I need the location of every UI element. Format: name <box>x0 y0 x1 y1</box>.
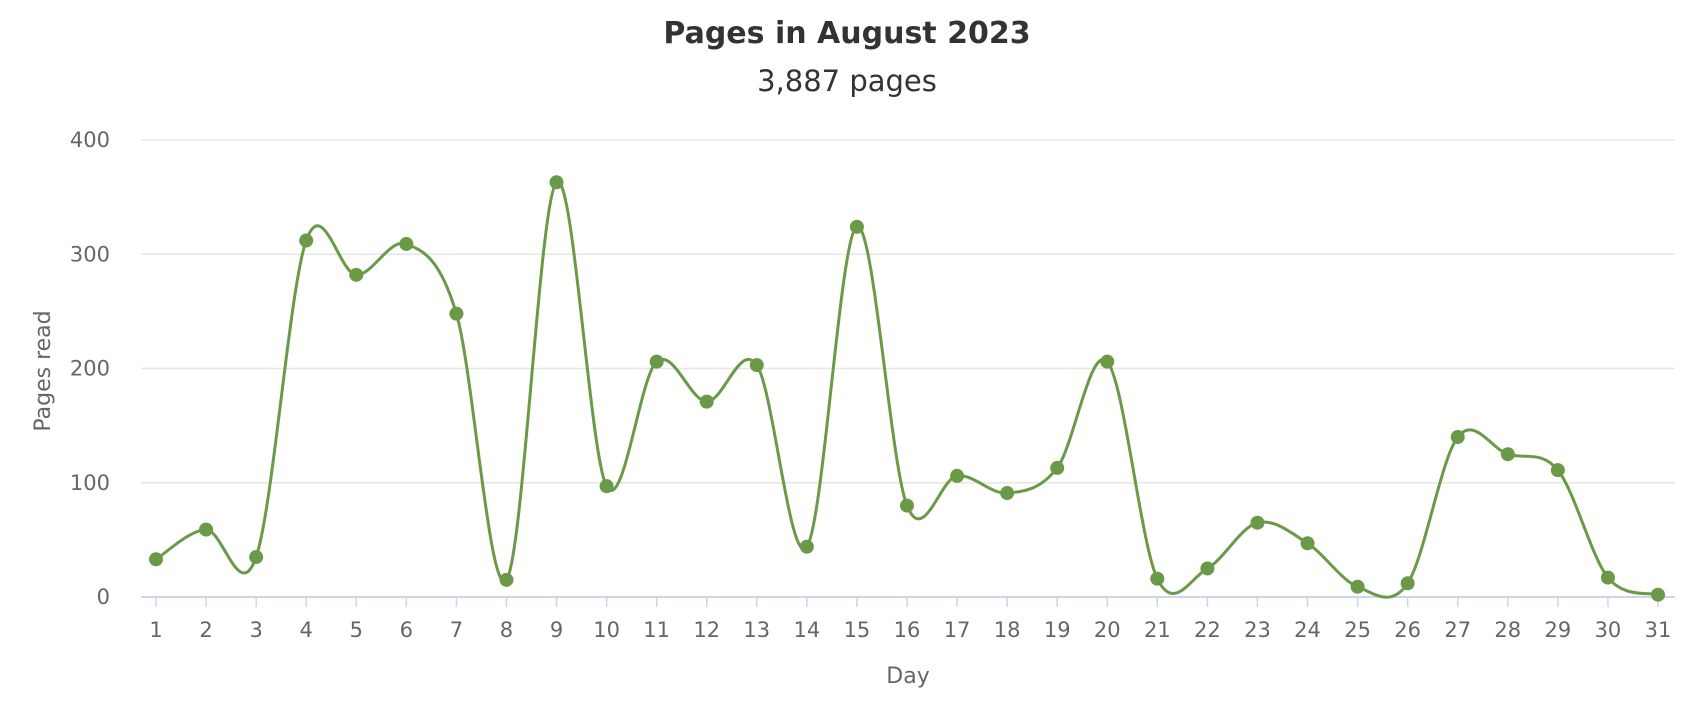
data-point[interactable] <box>1300 536 1315 551</box>
data-point[interactable] <box>749 358 764 373</box>
data-point[interactable] <box>1550 463 1565 478</box>
data-point[interactable] <box>249 550 264 565</box>
grid-lines <box>141 139 1675 484</box>
x-tick-label: 9 <box>550 618 563 642</box>
x-tick-label: 21 <box>1144 618 1171 642</box>
x-tick-label: 6 <box>400 618 413 642</box>
x-tick-label: 13 <box>743 618 770 642</box>
x-tick-label: 23 <box>1244 618 1271 642</box>
data-point[interactable] <box>1050 460 1065 475</box>
data-point[interactable] <box>1600 570 1615 585</box>
x-axis-ticks: 1 2 3 4 5 6 7 8 9 10 11 12 13 14 15 16 17 18 19 20 21 22 23 24 2… <box>149 597 1671 642</box>
x-tick-label: 15 <box>844 618 871 642</box>
x-tick-label: 16 <box>894 618 921 642</box>
data-point[interactable] <box>1450 430 1465 445</box>
data-point[interactable] <box>950 468 965 483</box>
x-tick-label: 19 <box>1044 618 1071 642</box>
data-point[interactable] <box>449 306 464 321</box>
data-point[interactable] <box>149 552 163 567</box>
y-tick-label: 100 <box>70 471 110 495</box>
x-tick-label: 8 <box>500 618 513 642</box>
x-tick-label: 28 <box>1494 618 1521 642</box>
x-tick-label: 2 <box>199 618 212 642</box>
x-axis-label: Day <box>886 664 929 689</box>
x-tick-label: 25 <box>1344 618 1371 642</box>
data-point[interactable] <box>1100 354 1115 369</box>
x-tick-label: 7 <box>450 618 463 642</box>
data-points <box>149 175 1665 602</box>
data-point[interactable] <box>1350 579 1365 594</box>
y-tick-label: 400 <box>70 128 110 152</box>
chart-title: Pages in August 2023 <box>663 16 1030 51</box>
data-point[interactable] <box>1150 571 1165 586</box>
x-tick-label: 30 <box>1595 618 1622 642</box>
x-tick-label: 24 <box>1294 618 1321 642</box>
data-point[interactable] <box>499 572 514 587</box>
x-tick-label: 4 <box>300 618 313 642</box>
data-point[interactable] <box>299 233 314 248</box>
x-tick-label: 27 <box>1444 618 1471 642</box>
data-point[interactable] <box>699 394 714 409</box>
x-tick-label: 11 <box>643 618 670 642</box>
x-tick-label: 31 <box>1645 618 1672 642</box>
data-point[interactable] <box>1000 486 1015 501</box>
x-tick-label: 10 <box>593 618 620 642</box>
data-point[interactable] <box>1500 447 1515 462</box>
series-line <box>155 180 1659 599</box>
x-tick-label: 22 <box>1194 618 1221 642</box>
data-point[interactable] <box>900 498 914 513</box>
data-point[interactable] <box>799 539 814 554</box>
y-tick-label: 0 <box>97 585 110 609</box>
data-point[interactable] <box>1651 587 1665 602</box>
data-point[interactable] <box>349 267 364 282</box>
y-axis-ticks: 0 100 200 300 400 <box>70 128 110 609</box>
data-point[interactable] <box>849 219 864 234</box>
x-tick-label: 20 <box>1094 618 1121 642</box>
x-tick-label: 18 <box>994 618 1021 642</box>
data-point[interactable] <box>1200 561 1215 576</box>
x-tick-label: 5 <box>350 618 363 642</box>
x-tick-label: 3 <box>249 618 262 642</box>
data-point[interactable] <box>1400 576 1415 591</box>
x-tick-label: 1 <box>149 618 162 642</box>
y-tick-label: 200 <box>70 357 110 381</box>
x-tick-label: 14 <box>793 618 820 642</box>
data-point[interactable] <box>599 479 614 494</box>
x-tick-label: 26 <box>1394 618 1421 642</box>
data-point[interactable] <box>549 175 564 190</box>
data-point[interactable] <box>199 522 214 537</box>
chart-subtitle: 3,887 pages <box>757 64 937 98</box>
data-point[interactable] <box>1250 515 1265 530</box>
x-tick-label: 17 <box>944 618 971 642</box>
y-axis-label: Pages read <box>31 310 56 431</box>
data-point[interactable] <box>399 236 414 251</box>
x-tick-label: 12 <box>693 618 720 642</box>
data-point[interactable] <box>649 354 664 369</box>
x-tick-label: 29 <box>1544 618 1571 642</box>
y-tick-label: 300 <box>70 242 110 266</box>
